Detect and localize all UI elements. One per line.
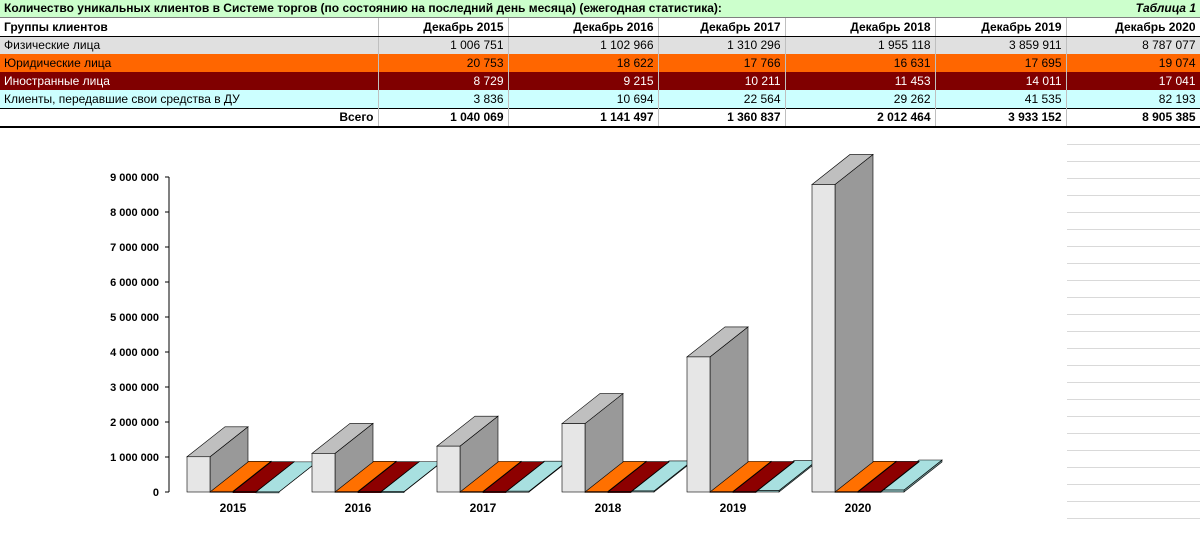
row-label: Физические лица bbox=[0, 36, 379, 54]
table-title: Количество уникальных клиентов в Системе… bbox=[4, 1, 722, 15]
total-row: Всего 1 040 069 1 141 497 1 360 837 2 01… bbox=[0, 107, 1200, 128]
bar bbox=[232, 491, 257, 493]
y-tick-label: 5 000 000 bbox=[110, 312, 159, 324]
table-cell: 8 729 bbox=[378, 72, 509, 90]
row-label: Клиенты, передавшие свои средства в ДУ bbox=[0, 90, 379, 108]
x-tick-label: 2020 bbox=[845, 501, 872, 515]
x-tick-label: 2019 bbox=[720, 501, 747, 515]
table-cell: 1 955 118 bbox=[785, 36, 936, 54]
table-cell: 29 262 bbox=[785, 90, 936, 108]
table-cell: 3 836 bbox=[378, 90, 509, 108]
bar bbox=[255, 491, 280, 494]
bar bbox=[709, 491, 734, 493]
table-cell: 17 766 bbox=[658, 54, 786, 72]
col-header: Декабрь 2017 bbox=[658, 18, 786, 37]
table-cell: 11 453 bbox=[785, 72, 936, 90]
bar bbox=[686, 356, 711, 493]
bar bbox=[357, 491, 382, 493]
total-cell: 8 905 385 bbox=[1066, 107, 1200, 128]
total-cell: 2 012 464 bbox=[785, 107, 936, 128]
y-tick-label: 8 000 000 bbox=[110, 207, 159, 219]
table-cell: 17 041 bbox=[1066, 72, 1200, 90]
table-row: Клиенты, передавшие свои средства в ДУ 3… bbox=[0, 90, 1200, 108]
col-header: Декабрь 2016 bbox=[508, 18, 659, 37]
table-cell: 16 631 bbox=[785, 54, 936, 72]
x-tick-label: 2015 bbox=[220, 501, 247, 515]
table-number: Таблица 1 bbox=[1135, 1, 1196, 15]
bar bbox=[811, 184, 836, 493]
table-cell: 19 074 bbox=[1066, 54, 1200, 72]
y-tick-label: 2 000 000 bbox=[110, 417, 159, 429]
total-cell: 1 360 837 bbox=[658, 107, 786, 128]
bar bbox=[505, 490, 530, 493]
table-cell: 3 859 911 bbox=[935, 36, 1067, 54]
row-label: Юридические лица bbox=[0, 54, 379, 72]
bar bbox=[630, 490, 655, 493]
y-tick-label: 4 000 000 bbox=[110, 347, 159, 359]
x-tick-label: 2018 bbox=[595, 501, 622, 515]
x-tick-label: 2016 bbox=[345, 501, 372, 515]
y-tick-label: 0 bbox=[153, 487, 159, 499]
total-cell: 1 141 497 bbox=[508, 107, 659, 128]
bar bbox=[311, 453, 336, 493]
bar bbox=[334, 491, 359, 493]
bar bbox=[561, 423, 586, 493]
bar bbox=[380, 491, 405, 493]
table-cell: 22 564 bbox=[658, 90, 786, 108]
sheet-gridlines bbox=[1067, 128, 1200, 528]
bar bbox=[584, 491, 609, 493]
bar-chart: 0 1 000 000 2 000 000 3 000 000 4 000 000 5 0… bbox=[0, 128, 1200, 528]
chart-svg: 0 1 000 000 2 000 000 3 000 000 4 000 000 5 0… bbox=[110, 153, 943, 515]
col-header: Декабрь 2020 bbox=[1066, 18, 1200, 37]
y-tick-label: 6 000 000 bbox=[110, 277, 159, 289]
bar bbox=[607, 491, 632, 493]
table-cell: 10 211 bbox=[658, 72, 786, 90]
table-cell: 17 695 bbox=[935, 54, 1067, 72]
table-row: Физические лица 1 006 751 1 102 966 1 31… bbox=[0, 36, 1200, 54]
y-tick-label: 3 000 000 bbox=[110, 382, 159, 394]
bar bbox=[209, 490, 234, 493]
x-tick-label: 2017 bbox=[470, 501, 497, 515]
col-header: Декабрь 2018 bbox=[785, 18, 936, 37]
table-title-bar: Количество уникальных клиентов в Системе… bbox=[0, 0, 1200, 18]
group-header: Группы клиентов bbox=[0, 18, 379, 37]
bar bbox=[732, 491, 757, 493]
bar bbox=[857, 491, 882, 493]
table-cell: 82 193 bbox=[1066, 90, 1200, 108]
table-cell: 41 535 bbox=[935, 90, 1067, 108]
table-cell: 1 006 751 bbox=[378, 36, 509, 54]
table-row: Иностранные лица 8 729 9 215 10 211 11 4… bbox=[0, 72, 1200, 90]
table-cell: 1 102 966 bbox=[508, 36, 659, 54]
table-cell: 18 622 bbox=[508, 54, 659, 72]
bar bbox=[834, 491, 859, 493]
bar bbox=[482, 491, 507, 493]
row-label: Иностранные лица bbox=[0, 72, 379, 90]
table-cell: 14 011 bbox=[935, 72, 1067, 90]
bar bbox=[459, 491, 484, 493]
col-header: Декабрь 2019 bbox=[935, 18, 1067, 37]
table-cell: 9 215 bbox=[508, 72, 659, 90]
bar bbox=[755, 490, 780, 493]
total-cell: 3 933 152 bbox=[935, 107, 1067, 128]
table-cell: 8 787 077 bbox=[1066, 36, 1200, 54]
total-cell: 1 040 069 bbox=[378, 107, 509, 128]
table-cell: 10 694 bbox=[508, 90, 659, 108]
y-tick-label: 7 000 000 bbox=[110, 242, 159, 254]
y-tick-label: 9 000 000 bbox=[110, 172, 159, 184]
table-row: Юридические лица 20 753 18 622 17 766 16… bbox=[0, 54, 1200, 72]
y-tick-label: 1 000 000 bbox=[110, 452, 159, 464]
bar bbox=[880, 489, 905, 493]
table-cell: 20 753 bbox=[378, 54, 509, 72]
table-header-row: Группы клиентов Декабрь 2015 Декабрь 201… bbox=[0, 18, 1200, 37]
col-header: Декабрь 2015 bbox=[378, 18, 509, 37]
clients-table: Группы клиентов Декабрь 2015 Декабрь 201… bbox=[0, 18, 1200, 128]
bar-side bbox=[834, 153, 874, 493]
bar bbox=[186, 456, 211, 493]
total-label: Всего bbox=[0, 107, 379, 128]
table-cell: 1 310 296 bbox=[658, 36, 786, 54]
bar bbox=[436, 445, 461, 493]
